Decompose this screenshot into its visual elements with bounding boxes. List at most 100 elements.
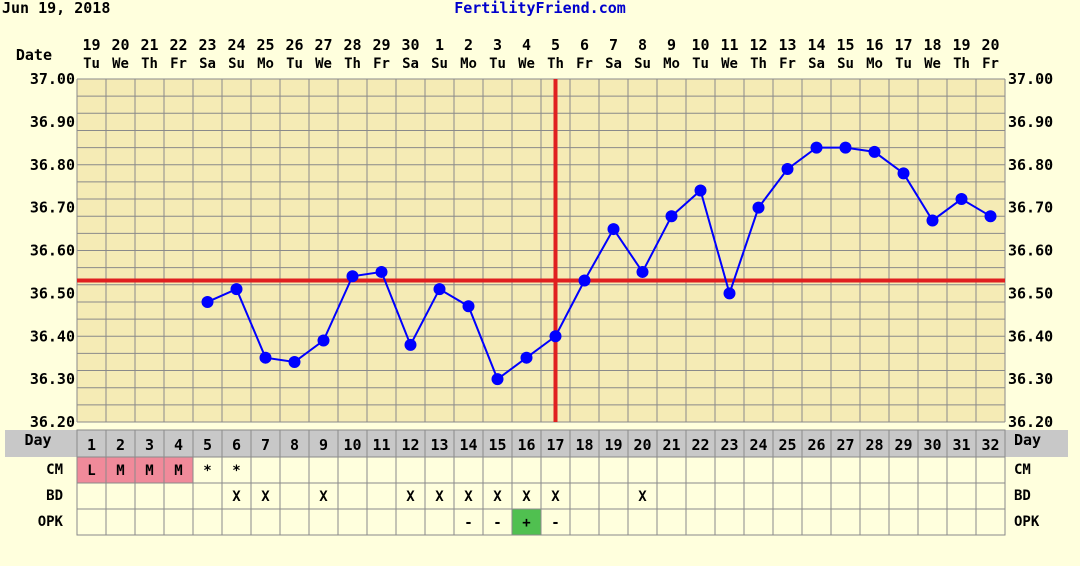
cycle-day-label: 9 <box>319 436 328 454</box>
y-tick-label: 36.30 <box>30 370 75 388</box>
cycle-day-label: 5 <box>203 436 212 454</box>
cycle-day-label: 28 <box>865 436 883 454</box>
y-tick-label: 36.70 <box>1008 199 1053 217</box>
date-label: 19 <box>82 36 100 54</box>
date-label: 21 <box>140 36 158 54</box>
weekday-label: Mo <box>663 56 680 72</box>
date-label: 29 <box>372 36 390 54</box>
temperature-point <box>491 373 504 386</box>
temperature-point <box>404 338 417 351</box>
temperature-point <box>201 295 214 308</box>
cycle-day-label: 19 <box>604 436 622 454</box>
bd-row-label-right: BD <box>1014 488 1031 504</box>
bd-value: X <box>464 489 473 505</box>
cycle-day-label: 21 <box>662 436 680 454</box>
weekday-label: Th <box>750 56 767 72</box>
weekday-label: Fr <box>170 56 187 72</box>
date-label: 24 <box>227 36 245 54</box>
day-row-label-right: Day <box>1014 431 1041 449</box>
date-label: 19 <box>952 36 970 54</box>
weekday-label: Sa <box>402 56 419 72</box>
y-tick-label: 37.00 <box>30 70 75 88</box>
date-label: 28 <box>343 36 361 54</box>
weekday-label: Su <box>837 56 854 72</box>
weekday-label: We <box>721 56 738 72</box>
bd-value: X <box>319 489 328 505</box>
date-label: 10 <box>691 36 709 54</box>
cycle-day-label: 10 <box>343 436 361 454</box>
bd-value: X <box>435 489 444 505</box>
cycle-day-label: 16 <box>517 436 535 454</box>
cycle-day-label: 3 <box>145 436 154 454</box>
opk-value: + <box>522 515 530 531</box>
cycle-day-label: 26 <box>807 436 825 454</box>
cycle-day-label: 20 <box>633 436 651 454</box>
weekday-label: Th <box>344 56 361 72</box>
day-row-label: Day <box>24 431 51 449</box>
bd-value: X <box>261 489 270 505</box>
cm-value: * <box>203 463 211 479</box>
weekday-label: Fr <box>982 56 999 72</box>
weekday-label: Su <box>431 56 448 72</box>
cycle-day-label: 18 <box>575 436 593 454</box>
date-label: 3 <box>493 36 502 54</box>
date-label: 25 <box>256 36 274 54</box>
weekday-label: Sa <box>199 56 216 72</box>
cycle-day-label: 22 <box>691 436 709 454</box>
cycle-day-label: 23 <box>720 436 738 454</box>
date-label: 13 <box>778 36 796 54</box>
cm-row-label: CM <box>46 462 63 478</box>
cycle-day-label: 31 <box>952 436 970 454</box>
cycle-day-label: 29 <box>894 436 912 454</box>
temperature-plot <box>76 78 1006 423</box>
temperature-point <box>897 167 910 180</box>
date-label: 6 <box>580 36 589 54</box>
weekday-label: Su <box>228 56 245 72</box>
bd-value: X <box>232 489 241 505</box>
weekday-label: Tu <box>489 56 506 72</box>
weekday-label: Mo <box>257 56 274 72</box>
cm-value: L <box>87 463 95 479</box>
temperature-point <box>520 351 533 364</box>
date-label: 7 <box>609 36 618 54</box>
x-axis-dates: 19Tu20We21Th22Fr23Sa24Su25Mo26Tu27We28Th… <box>82 36 999 72</box>
site-name[interactable]: FertilityFriend.com <box>454 0 626 17</box>
date-label: 18 <box>923 36 941 54</box>
temperature-point <box>317 334 330 347</box>
y-axis-right: 36.20 36.30 36.40 36.50 36.60 36.70 36.80 36.90… <box>1008 70 1053 431</box>
chart-start-date: Jun 19, 2018 <box>2 0 110 17</box>
opk-cell <box>511 508 542 536</box>
cycle-table: 1 L 2 M 3 M 4 M 5 * 6 * X 7 X 8 9 X 10 11 12 X 13 X 14 X - 15 X - 16 X +… <box>5 429 1068 536</box>
date-label: 4 <box>522 36 531 54</box>
date-label: 17 <box>894 36 912 54</box>
y-tick-label: 36.70 <box>30 199 75 217</box>
weekday-label: Fr <box>373 56 390 72</box>
y-tick-label: 36.90 <box>30 113 75 131</box>
cm-value: * <box>232 463 240 479</box>
y-tick-label: 36.80 <box>1008 156 1053 174</box>
cm-cell <box>163 456 194 484</box>
cm-cell <box>105 456 136 484</box>
date-label: 16 <box>865 36 883 54</box>
day-row-background <box>5 430 1068 457</box>
temperature-line <box>207 146 992 381</box>
cycle-day-label: 15 <box>488 436 506 454</box>
date-label: 22 <box>169 36 187 54</box>
weekday-label: Mo <box>460 56 477 72</box>
cycle-day-label: 4 <box>174 436 183 454</box>
temperature-point <box>665 210 678 223</box>
weekday-label: Tu <box>895 56 912 72</box>
date-label: 12 <box>749 36 767 54</box>
y-tick-label: 36.90 <box>1008 113 1053 131</box>
cm-value: M <box>116 463 124 479</box>
cycle-day-label: 17 <box>546 436 564 454</box>
temperature-point <box>636 265 649 278</box>
opk-value: - <box>493 515 501 531</box>
weekday-label: Tu <box>83 56 100 72</box>
temperature-point <box>433 283 446 296</box>
weekday-label: Th <box>141 56 158 72</box>
weekday-label: Fr <box>576 56 593 72</box>
temperature-point <box>607 223 620 236</box>
weekday-label: Su <box>634 56 651 72</box>
